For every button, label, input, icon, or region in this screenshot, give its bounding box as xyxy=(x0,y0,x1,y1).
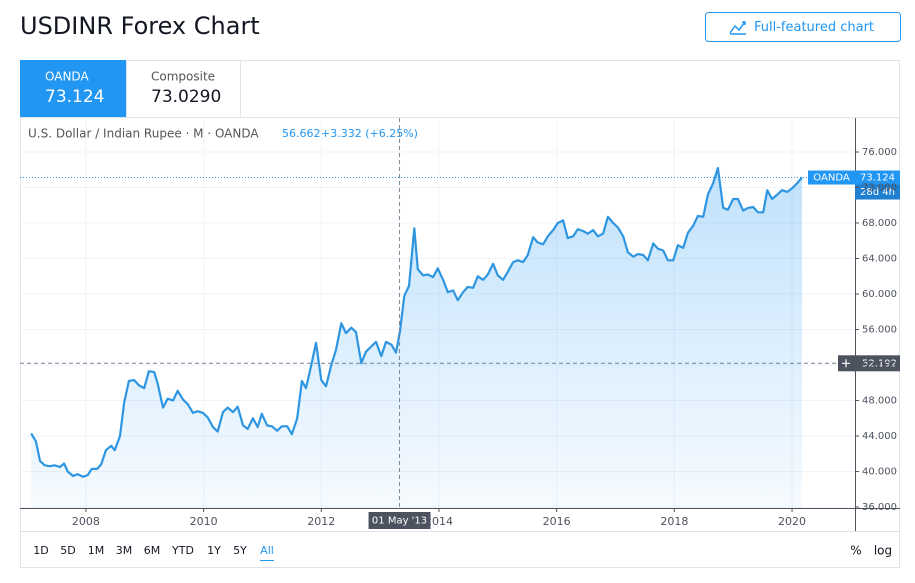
x-tick-label: 2014 xyxy=(425,515,453,528)
y-tick-label: 48.000 xyxy=(862,396,897,407)
last-name-box xyxy=(808,170,855,185)
last-price-label: 73.124 xyxy=(860,173,895,184)
countdown-box xyxy=(855,184,900,200)
range-button[interactable]: 6M xyxy=(144,544,161,557)
y-tick-label: 44.000 xyxy=(862,431,897,442)
tab-value: 73.0290 xyxy=(151,87,221,107)
x-tick-label: 2018 xyxy=(660,515,688,528)
crosshair-y-label: 52.192 xyxy=(862,358,897,369)
range-button[interactable]: 3M xyxy=(116,544,133,557)
scale-option[interactable]: % xyxy=(850,544,861,558)
tab-name: Composite xyxy=(151,70,215,84)
overlay: OANDA 73.124 28d 4h 01 May '13 52.192 xyxy=(20,118,900,529)
x-tick-label: 2010 xyxy=(190,515,218,528)
range-button[interactable]: All xyxy=(260,544,274,557)
range-button[interactable]: 1M xyxy=(88,544,105,557)
range-button[interactable]: 5D xyxy=(60,544,75,557)
crosshair-y-box xyxy=(838,355,900,372)
y-tick-label: 40.000 xyxy=(862,467,897,478)
x-tick-label: 2020 xyxy=(778,515,806,528)
x-tick-label: 2016 xyxy=(543,515,571,528)
y-tick-label: 36.000 xyxy=(862,502,897,513)
price-line xyxy=(30,166,803,478)
tab-name: OANDA xyxy=(45,70,89,84)
y-tick-label: 56.000 xyxy=(862,325,897,336)
plus-icon xyxy=(842,359,850,368)
legend-change: +3.332 (+6.25%) xyxy=(321,127,418,140)
last-price-box xyxy=(855,170,900,185)
tab-active[interactable] xyxy=(20,60,126,117)
countdown: 28d 4h xyxy=(860,187,895,198)
x-tick-label: 2012 xyxy=(307,515,335,528)
y-tick-label: 76.000 xyxy=(862,147,897,158)
tab-value: 73.124 xyxy=(45,87,104,107)
y-tick-label: 64.000 xyxy=(862,254,897,265)
area-fill xyxy=(31,168,802,508)
range-button[interactable]: YTD xyxy=(171,544,194,557)
button-label: Full-featured chart xyxy=(754,20,874,35)
last-name: OANDA xyxy=(813,173,850,184)
range-button[interactable]: 1Y xyxy=(207,544,221,557)
y-tick-label: 68.000 xyxy=(862,218,897,229)
y-tick-label: 60.000 xyxy=(862,289,897,300)
legend-text: U.S. Dollar / Indian Rupee · M · OANDA xyxy=(28,127,259,141)
legend-value: 56.662 xyxy=(282,127,321,140)
y-tick-label: 52.000 xyxy=(862,360,897,371)
plot xyxy=(20,118,855,508)
x-tick-label: 2008 xyxy=(72,515,100,528)
y-tick-label: 72.000 xyxy=(862,182,897,193)
crosshair-x-box xyxy=(368,512,431,529)
chart-icon xyxy=(729,21,746,35)
range-button[interactable]: 5Y xyxy=(233,544,247,557)
full-chart-button[interactable] xyxy=(705,12,901,42)
page-title: USDINR Forex Chart xyxy=(20,12,260,40)
crosshair-x-label: 01 May '13 xyxy=(372,516,427,527)
range-button[interactable]: 1D xyxy=(33,544,48,557)
scale-option[interactable]: log xyxy=(874,544,892,558)
